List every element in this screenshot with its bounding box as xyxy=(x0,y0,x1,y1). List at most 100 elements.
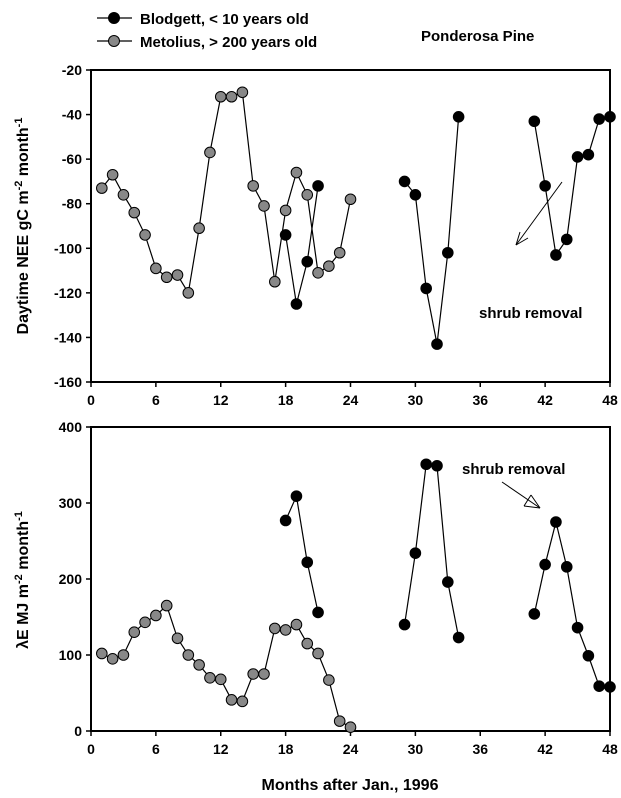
le-data-point-blodgett xyxy=(442,576,454,588)
nee-data-point-metolius xyxy=(171,269,184,281)
nee-y-tick-label: -80 xyxy=(62,196,82,212)
nee-data-point-metolius xyxy=(279,204,292,217)
nee-y-tick-label: -120 xyxy=(54,285,82,301)
le-x-tick-label: 48 xyxy=(602,741,618,757)
nee-x-tick-label: 24 xyxy=(343,392,359,408)
le-data-point-metolius xyxy=(236,695,249,708)
nee-y-tick-label: -140 xyxy=(54,329,82,345)
nee-data-point-blodgett xyxy=(301,255,314,268)
nee-data-point-metolius xyxy=(344,193,357,206)
nee-data-point-metolius xyxy=(214,90,227,103)
nee-data-point-blodgett xyxy=(279,229,292,241)
nee-x-tick-label: 36 xyxy=(472,392,488,408)
nee-annotation-arrow xyxy=(515,181,563,246)
le-data-point-metolius xyxy=(333,715,346,727)
le-data-point-metolius xyxy=(182,649,195,661)
nee-data-point-blodgett xyxy=(560,233,573,246)
le-data-point-metolius xyxy=(279,624,292,636)
le-annotation-arrow xyxy=(501,481,541,509)
le-data-point-metolius xyxy=(290,618,303,631)
nee-data-point-blodgett xyxy=(442,246,454,259)
nee-x-tick-label: 12 xyxy=(213,392,229,408)
nee-series-line-blodgett xyxy=(404,116,460,345)
le-data-point-metolius xyxy=(344,721,357,734)
le-y-tick-label: 100 xyxy=(59,647,83,663)
nee-data-point-metolius xyxy=(290,166,303,179)
legend-marker-blodgett xyxy=(108,12,120,24)
nee-data-point-blodgett xyxy=(312,180,324,192)
le-data-point-blodgett xyxy=(409,547,422,559)
le-data-point-blodgett xyxy=(431,459,443,472)
le-data-point-metolius xyxy=(323,674,335,686)
nee-data-point-metolius xyxy=(139,229,151,241)
nee-y-tick-label: -20 xyxy=(62,62,82,78)
le-data-point-blodgett xyxy=(279,514,292,527)
le-data-point-metolius xyxy=(106,653,119,665)
le-x-tick-label: 0 xyxy=(87,741,95,757)
nee-data-point-blodgett xyxy=(420,282,432,295)
le-data-point-blodgett xyxy=(398,618,411,631)
nee-data-point-metolius xyxy=(333,246,346,259)
le-data-point-blodgett xyxy=(528,608,541,620)
le-x-tick-label: 36 xyxy=(472,741,488,757)
nee-data-point-blodgett xyxy=(582,148,595,161)
nee-data-point-metolius xyxy=(269,275,281,288)
le-data-point-metolius xyxy=(139,616,151,629)
nee-x-axis: 0 6 12 18 24 30 36 42 48 xyxy=(87,382,618,408)
nee-data-point-blodgett xyxy=(539,180,551,192)
nee-series-line-metolius xyxy=(101,91,352,295)
legend: Blodgett, < 10 years old Metolius, > 200… xyxy=(97,11,317,51)
nee-x-tick-label: 48 xyxy=(602,392,618,408)
le-y-tick-label: 200 xyxy=(59,571,83,587)
le-data-point-metolius xyxy=(150,609,162,622)
le-y-axis-label: λE MJ m-2 month-1 xyxy=(13,511,32,649)
le-y-axis: 0 100 200 300 400 xyxy=(59,419,91,739)
le-data-point-blodgett xyxy=(539,558,551,571)
le-series-line-blodgett xyxy=(533,521,611,688)
x-axis-label: Months after Jan., 1996 xyxy=(262,777,439,794)
le-data-point-blodgett xyxy=(582,649,595,662)
nee-annotation-shrub-removal: shrub removal xyxy=(479,305,582,322)
legend-label-metolius: Metolius, > 200 years old xyxy=(140,34,317,51)
le-data-point-blodgett xyxy=(452,631,465,644)
nee-x-tick-label: 0 xyxy=(87,392,95,408)
le-data-point-metolius xyxy=(312,647,324,660)
nee-data-point-blodgett xyxy=(398,175,411,188)
le-x-tick-label: 42 xyxy=(537,741,553,757)
legend-label-blodgett: Blodgett, < 10 years old xyxy=(140,11,309,28)
nee-data-point-metolius xyxy=(204,146,216,159)
nee-data-point-blodgett xyxy=(550,249,562,261)
nee-x-tick-label: 18 xyxy=(278,392,294,408)
le-data-point-metolius xyxy=(269,622,281,635)
le-annotation-shrub-removal: shrub removal xyxy=(462,461,565,478)
nee-y-tick-label: -60 xyxy=(62,151,82,167)
le-series xyxy=(96,458,616,734)
le-data-point-metolius xyxy=(258,668,270,680)
nee-series-line-blodgett xyxy=(285,185,319,305)
le-data-point-metolius xyxy=(117,649,130,661)
nee-data-point-metolius xyxy=(128,206,141,219)
le-data-point-metolius xyxy=(96,647,108,660)
nee-data-point-metolius xyxy=(106,168,119,181)
le-data-point-blodgett xyxy=(301,556,314,569)
le-panel: 0 100 200 300 400 0 6 12 18 24 30 36 42 48 shrub rem… xyxy=(13,419,618,794)
nee-data-point-blodgett xyxy=(571,151,584,163)
nee-data-point-blodgett xyxy=(528,115,541,128)
le-data-point-blodgett xyxy=(593,680,605,692)
nee-data-point-blodgett xyxy=(290,298,303,310)
nee-data-point-blodgett xyxy=(431,338,443,350)
le-data-point-metolius xyxy=(160,599,173,612)
nee-data-point-blodgett xyxy=(593,113,605,125)
nee-data-point-metolius xyxy=(117,189,130,201)
nee-y-tick-label: -40 xyxy=(62,107,82,123)
nee-data-point-metolius xyxy=(96,182,108,194)
nee-data-point-metolius xyxy=(258,200,270,212)
nee-data-point-blodgett xyxy=(409,189,422,201)
le-data-point-blodgett xyxy=(420,458,432,471)
chart-title: Ponderosa Pine xyxy=(421,28,534,45)
le-x-tick-label: 12 xyxy=(213,741,229,757)
le-x-tick-label: 30 xyxy=(408,741,424,757)
le-data-point-metolius xyxy=(301,637,314,650)
nee-data-point-metolius xyxy=(150,262,162,275)
nee-data-point-metolius xyxy=(236,86,249,99)
